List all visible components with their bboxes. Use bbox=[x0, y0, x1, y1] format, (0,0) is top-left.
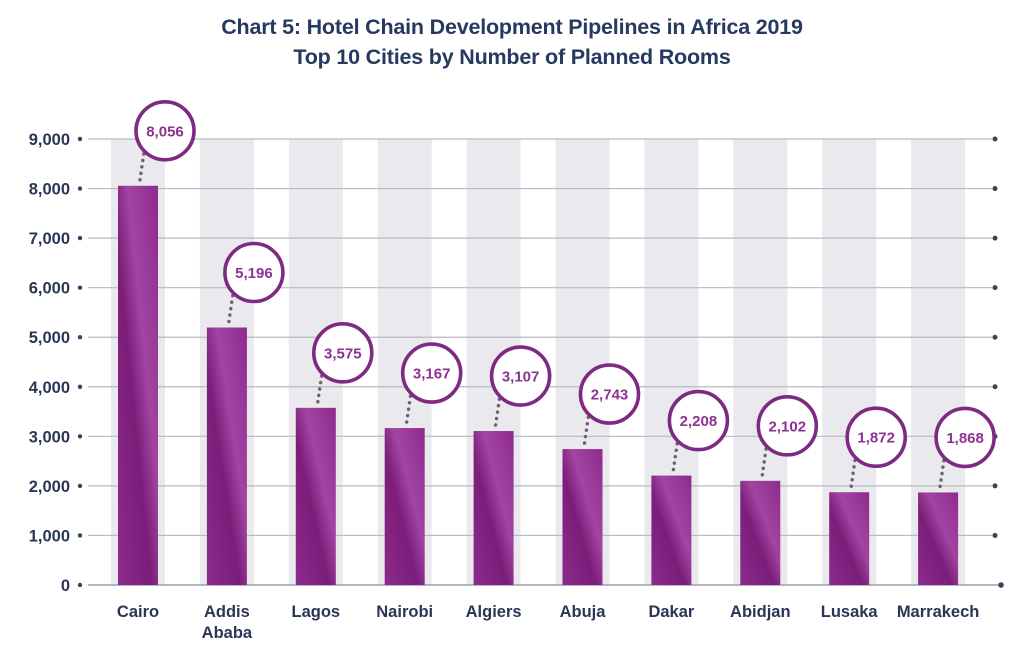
y-tick-label: 0 bbox=[61, 577, 70, 595]
gridline-end-dot bbox=[992, 532, 998, 538]
value-bubble bbox=[489, 345, 552, 407]
value-bubble bbox=[400, 342, 463, 404]
value-bubble bbox=[756, 395, 819, 457]
value-bubble bbox=[134, 99, 196, 162]
value-bubble bbox=[934, 406, 996, 469]
value-bubble-label: 8,056 bbox=[146, 123, 184, 140]
y-tick-dot bbox=[77, 533, 83, 538]
y-tick-dot bbox=[77, 434, 83, 439]
y-tick-dot bbox=[77, 186, 83, 191]
value-bubble bbox=[667, 389, 730, 452]
x-axis-label: Addis bbox=[204, 603, 250, 621]
y-tick-label: 3,000 bbox=[29, 428, 70, 446]
gridline-end-dot bbox=[992, 285, 998, 291]
value-bubble-label: 2,208 bbox=[680, 413, 718, 430]
chart-title: Chart 5: Hotel Chain Development Pipelin… bbox=[0, 12, 1024, 72]
chart-title-line1: Chart 5: Hotel Chain Development Pipelin… bbox=[221, 15, 803, 39]
value-connector bbox=[760, 445, 769, 477]
bar bbox=[206, 327, 247, 585]
value-bubble-label: 3,107 bbox=[502, 369, 540, 386]
x-axis-label: Abuja bbox=[560, 603, 607, 621]
value-bubble-label: 3,575 bbox=[324, 345, 362, 362]
bar bbox=[384, 428, 425, 585]
x-axis-label: Algiers bbox=[466, 603, 522, 621]
x-axis-label: Ababa bbox=[202, 624, 253, 642]
bar bbox=[740, 480, 781, 585]
y-tick-dot bbox=[77, 235, 83, 241]
y-tick-label: 2,000 bbox=[29, 478, 70, 496]
gridline-end-dot bbox=[992, 384, 998, 390]
y-tick-label: 4,000 bbox=[29, 379, 70, 397]
y-tick-dot bbox=[77, 384, 83, 389]
value-bubble bbox=[311, 322, 374, 384]
bar bbox=[918, 492, 959, 585]
value-connector bbox=[138, 149, 146, 182]
gridline-end-dot bbox=[992, 136, 998, 142]
gridline-end-dot bbox=[992, 235, 998, 241]
x-axis-label: Nairobi bbox=[376, 603, 433, 621]
bar bbox=[118, 185, 158, 585]
value-connector bbox=[938, 456, 946, 489]
value-bubble-label: 1,872 bbox=[857, 430, 895, 447]
value-bubble-label: 3,167 bbox=[413, 366, 451, 383]
chart-title-line2: Top 10 Cities by Number of Planned Rooms bbox=[293, 45, 731, 69]
y-tick-label: 7,000 bbox=[29, 230, 70, 248]
y-tick-dot bbox=[77, 335, 83, 340]
value-bubble-label: 1,868 bbox=[946, 430, 984, 447]
x-axis-label: Lagos bbox=[292, 603, 341, 621]
value-bubble-label: 2,102 bbox=[769, 418, 807, 435]
value-bubble bbox=[223, 241, 285, 304]
bar bbox=[829, 492, 870, 585]
y-tick-dot bbox=[77, 285, 83, 290]
y-tick-label: 9,000 bbox=[29, 131, 70, 149]
x-axis-label: Dakar bbox=[648, 603, 694, 621]
value-connector bbox=[849, 456, 858, 488]
value-bubble-label: 5,196 bbox=[235, 265, 273, 282]
y-tick-label: 1,000 bbox=[29, 527, 70, 545]
value-connector bbox=[227, 291, 235, 324]
value-bubble bbox=[845, 406, 908, 469]
y-tick-dot bbox=[77, 483, 83, 489]
x-axis-label: Cairo bbox=[117, 603, 159, 621]
bar bbox=[651, 475, 692, 585]
x-axis-label: Abidjan bbox=[730, 603, 791, 621]
y-tick-label: 8,000 bbox=[29, 181, 70, 199]
bar bbox=[562, 449, 603, 585]
value-connector bbox=[671, 439, 680, 472]
value-connector bbox=[316, 372, 324, 404]
value-bubble-label: 2,743 bbox=[591, 387, 629, 404]
gridline-end-dot bbox=[992, 334, 998, 340]
gridline-end-dot bbox=[992, 186, 998, 192]
gridline-end-dot bbox=[992, 483, 998, 489]
x-axis-label: Lusaka bbox=[821, 603, 879, 621]
value-connector bbox=[405, 392, 413, 424]
value-bubble bbox=[578, 363, 641, 425]
x-axis-end-dot bbox=[998, 582, 1004, 588]
x-axis-label: Marrakech bbox=[897, 603, 980, 621]
y-tick-dot bbox=[77, 136, 83, 142]
bar bbox=[473, 431, 514, 585]
value-connector bbox=[493, 395, 502, 427]
bar bbox=[295, 407, 336, 585]
y-tick-label: 6,000 bbox=[29, 280, 70, 298]
y-tick-dot bbox=[77, 582, 83, 588]
value-connector bbox=[582, 413, 591, 445]
y-tick-label: 5,000 bbox=[29, 329, 70, 347]
